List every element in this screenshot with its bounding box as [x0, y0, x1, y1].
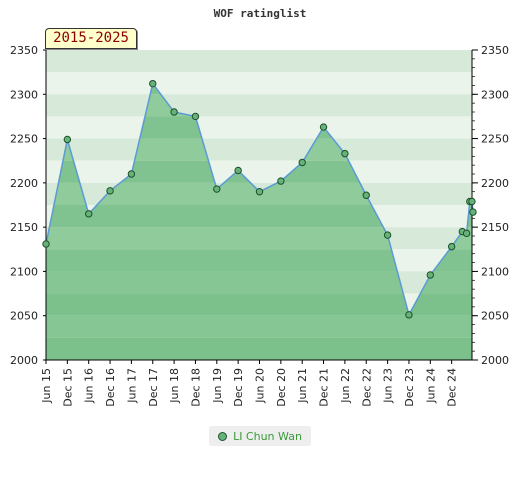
data-point[interactable] — [170, 108, 178, 116]
data-point[interactable] — [277, 177, 285, 185]
y-tick-label-left: 2250 — [10, 133, 38, 146]
data-point[interactable] — [468, 197, 476, 206]
band — [46, 72, 472, 95]
x-tick-label: Jun 22 — [339, 368, 352, 404]
y-tick-label-right: 2150 — [481, 221, 509, 234]
data-point[interactable] — [213, 185, 221, 193]
y-tick-label-left: 2150 — [10, 221, 38, 234]
y-tick-label-right: 2350 — [481, 44, 509, 57]
data-points — [42, 79, 477, 319]
x-tick-label: Jun 18 — [168, 368, 181, 404]
band — [46, 116, 472, 139]
data-point[interactable] — [42, 240, 50, 248]
x-tick-label: Dec 21 — [318, 368, 331, 407]
legend-label: LI Chun Wan — [233, 429, 302, 443]
x-tick-label: Dec 18 — [189, 368, 202, 407]
x-tick-label: Jun 17 — [125, 368, 138, 404]
area-band — [46, 337, 472, 360]
data-point[interactable] — [149, 79, 157, 88]
chart-title: WOF ratinglist — [214, 7, 307, 20]
data-point[interactable] — [127, 170, 136, 178]
data-point[interactable] — [106, 187, 114, 195]
band — [46, 50, 472, 73]
x-tick-label: Jun 23 — [382, 368, 395, 404]
y-tick-label-right: 2200 — [481, 177, 509, 190]
data-point[interactable] — [85, 210, 93, 218]
y-tick-label-left: 2050 — [10, 310, 38, 323]
band — [46, 160, 472, 183]
band — [46, 138, 472, 161]
data-point[interactable] — [405, 311, 413, 319]
date-range-badge: 2015-2025 — [45, 28, 137, 49]
data-point[interactable] — [469, 208, 477, 216]
x-tick-label: Jun 21 — [296, 368, 309, 404]
x-tick-label: Dec 19 — [232, 368, 245, 407]
x-tick-label: Dec 23 — [403, 368, 416, 407]
data-point[interactable] — [447, 242, 456, 251]
y-tick-label-left: 2300 — [10, 88, 38, 101]
y-tick-label-left: 2200 — [10, 177, 38, 190]
x-tick-label: Jun 20 — [254, 368, 267, 404]
area-band — [46, 271, 472, 294]
legend-marker-icon — [218, 431, 228, 441]
y-tick-label-left: 2000 — [10, 354, 38, 367]
data-point[interactable] — [234, 166, 242, 175]
y-tick-label-right: 2100 — [481, 265, 509, 278]
x-tick-label: Dec 24 — [446, 368, 459, 407]
area-band — [46, 227, 472, 250]
y-tick-label-right: 2250 — [481, 133, 509, 146]
x-tick-label: Dec 22 — [360, 368, 373, 407]
x-tick-label: Jun 19 — [211, 368, 224, 404]
x-tick-label: Dec 17 — [147, 368, 160, 407]
x-tick-label: Dec 20 — [275, 368, 288, 407]
data-point[interactable] — [426, 271, 434, 279]
y-tick-label-left: 2350 — [10, 44, 38, 57]
y-tick-label-right: 2050 — [481, 310, 509, 323]
band — [46, 94, 472, 117]
data-point[interactable] — [191, 112, 200, 121]
legend[interactable]: LI Chun Wan — [209, 426, 311, 446]
data-point[interactable] — [462, 229, 471, 238]
data-point[interactable] — [319, 123, 328, 131]
x-tick-label: Jun 15 — [40, 368, 53, 404]
x-tick-label: Dec 15 — [61, 368, 74, 407]
x-tick-label: Jun 24 — [424, 368, 437, 404]
y-tick-label-right: 2000 — [481, 354, 509, 367]
data-point[interactable] — [63, 135, 72, 144]
data-point[interactable] — [362, 191, 370, 199]
y-tick-label-right: 2300 — [481, 88, 509, 101]
data-point[interactable] — [255, 188, 264, 196]
data-point[interactable] — [298, 158, 306, 167]
area-band — [46, 249, 472, 272]
y-tick-label-left: 2100 — [10, 265, 38, 278]
area-band — [46, 293, 472, 316]
data-point[interactable] — [341, 149, 349, 158]
area-band — [46, 315, 472, 338]
data-point[interactable] — [383, 231, 392, 239]
x-tick-label: Jun 16 — [83, 368, 96, 404]
x-tick-label: Dec 16 — [104, 368, 117, 407]
area-band — [46, 205, 472, 228]
axes: 2000 2000 2050 2050 2100 2100 2150 2150 2200 2200… — [10, 44, 509, 407]
